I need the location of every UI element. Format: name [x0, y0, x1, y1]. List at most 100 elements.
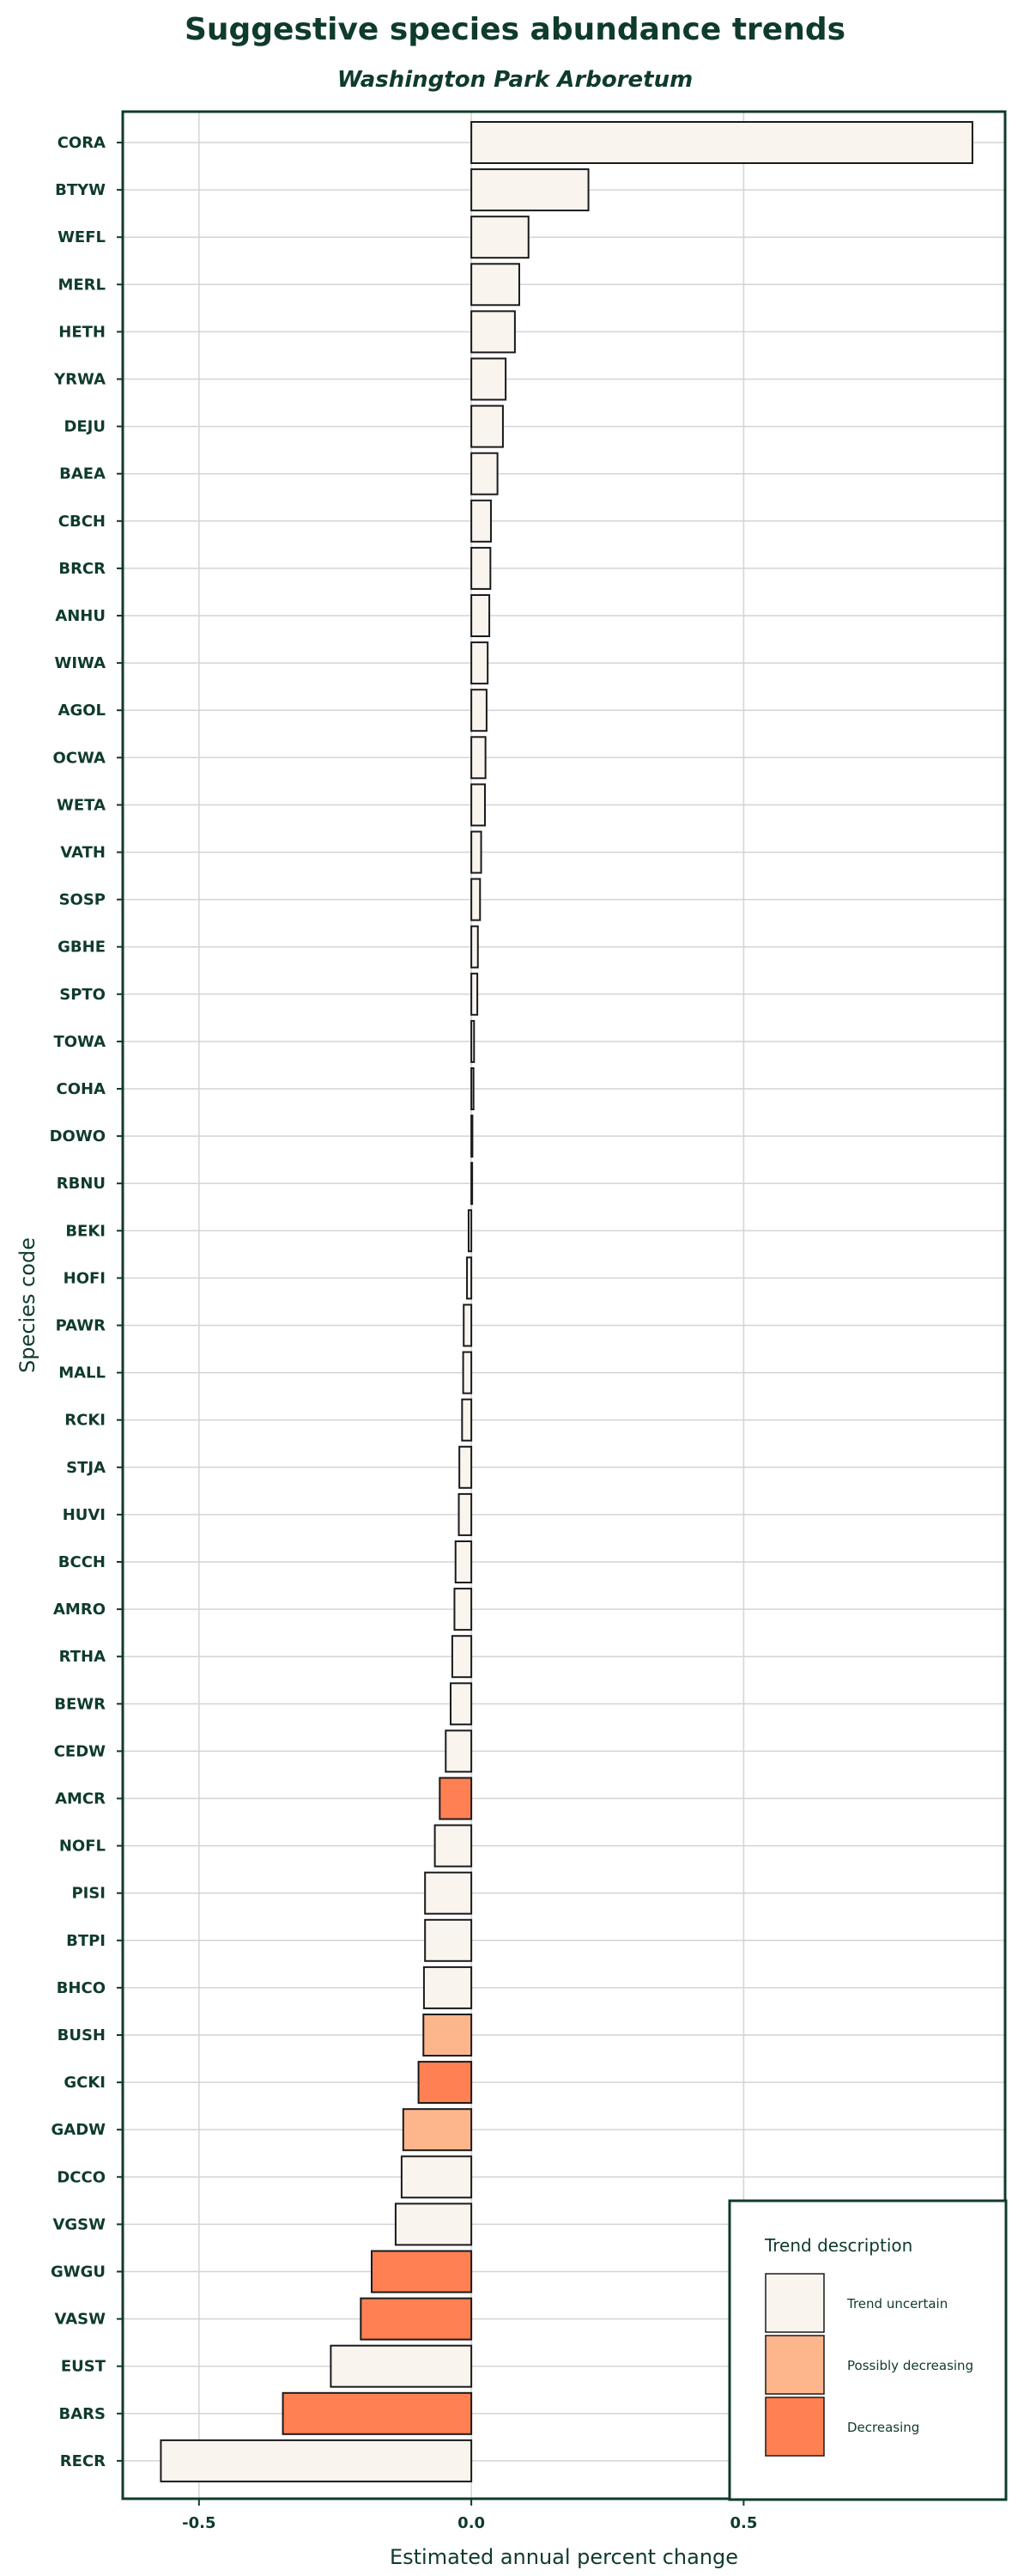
y-tick-label: PISI	[71, 1885, 106, 1903]
y-tick-label: BHCO	[57, 1979, 106, 1997]
y-tick-label: HUVI	[63, 1506, 106, 1524]
bar-yrwa	[470, 357, 507, 401]
bar-cora	[470, 121, 973, 164]
bar-ocwa	[470, 736, 487, 780]
legend-label-possibly-decreasing: Possibly decreasing	[847, 2358, 973, 2373]
legend-title: Trend description	[764, 2235, 912, 2256]
bar-recr	[160, 2439, 473, 2482]
bar-vasw	[360, 2297, 473, 2341]
bar-hofi	[466, 1256, 473, 1300]
y-tick-label: HETH	[58, 323, 106, 341]
y-tick-label: BUSH	[58, 2026, 106, 2044]
bar-btyw	[470, 168, 590, 212]
y-tick-label: HOFI	[64, 1269, 106, 1287]
bar-brcr	[470, 546, 492, 590]
bar-bhco	[422, 1965, 473, 2009]
bar-spto	[470, 972, 479, 1016]
y-tick-label: VGSW	[52, 2215, 106, 2233]
y-tick-label: COHA	[56, 1080, 106, 1098]
y-tick-label: NOFL	[59, 1838, 106, 1856]
bar-amro	[453, 1588, 473, 1631]
bar-sosp	[470, 878, 482, 921]
bar-gadw	[402, 2108, 473, 2152]
y-axis-title: Species code	[15, 1237, 39, 1373]
x-axis-title: Estimated annual percent change	[390, 2545, 738, 2569]
bar-dowo	[470, 1115, 474, 1158]
bar-btpi	[424, 1918, 473, 1962]
y-tick-label: ANHU	[55, 607, 106, 625]
y-tick-label: BTYW	[55, 181, 106, 199]
legend-swatch-uncertain	[765, 2273, 825, 2333]
bar-huvi	[457, 1492, 473, 1536]
y-tick-label: EUST	[61, 2358, 106, 2376]
bar-coha	[470, 1067, 475, 1110]
bar-bars	[282, 2391, 473, 2435]
bar-wiwa	[470, 641, 489, 685]
bar-vgsw	[394, 2202, 473, 2246]
bar-rtha	[451, 1635, 473, 1679]
bar-cedw	[445, 1729, 473, 1773]
y-tick-label: PAWR	[56, 1317, 106, 1335]
y-tick-label: WIWA	[54, 654, 106, 672]
x-tick-label: 0.0	[457, 2514, 485, 2532]
bar-rcki	[461, 1398, 473, 1442]
y-tick-label: RECR	[60, 2452, 106, 2470]
legend-label-decreasing: Decreasing	[847, 2420, 919, 2435]
y-tick-label: DOWO	[50, 1127, 106, 1145]
y-tick-label: AMCR	[55, 1790, 106, 1808]
y-tick-labels: CORA BTYW WEFL MERL HETH YRWA DEJU BAEA CBCH BRCR…	[50, 134, 123, 2470]
legend-swatch-possibly-decreasing	[765, 2335, 825, 2395]
chart-subtitle: Washington Park Arboretum	[336, 67, 694, 93]
y-tick-label: VATH	[60, 844, 106, 862]
bar-stja	[458, 1445, 473, 1489]
x-ticks: -0.5 0.0 0.5	[182, 2499, 757, 2532]
y-tick-label: GWGU	[51, 2263, 106, 2281]
y-tick-label: CEDW	[54, 1742, 106, 1760]
bar-cbch	[470, 499, 492, 543]
y-tick-label: WETA	[57, 796, 106, 814]
bar-bush	[422, 2014, 473, 2057]
grid-lines	[123, 112, 1005, 2499]
y-tick-label: DEJU	[64, 418, 106, 436]
y-tick-label: SPTO	[59, 986, 106, 1004]
bar-dcco	[400, 2155, 473, 2199]
bar-deju	[470, 404, 504, 448]
bar-beki	[467, 1209, 473, 1253]
y-tick-label: CBCH	[58, 513, 106, 531]
y-tick-label: OCWA	[53, 749, 106, 767]
legend-label-uncertain: Trend uncertain	[846, 2296, 948, 2312]
bar-vath	[470, 830, 482, 874]
bar-amcr	[439, 1777, 473, 1820]
y-tick-label: AGOL	[58, 702, 106, 720]
y-tick-label: GADW	[51, 2121, 106, 2139]
y-tick-label: GBHE	[58, 939, 106, 957]
y-tick-label: RBNU	[57, 1175, 106, 1193]
x-tick-label: -0.5	[182, 2514, 215, 2532]
y-tick-label: MERL	[58, 276, 106, 294]
y-tick-label: BAEA	[59, 465, 106, 483]
y-tick-label: YRWA	[53, 371, 106, 389]
bar-baea	[470, 452, 499, 495]
bar-pisi	[424, 1871, 473, 1915]
bar-mall	[462, 1351, 473, 1394]
bar-agol	[470, 689, 488, 732]
y-tick-label: CORA	[58, 134, 106, 152]
bar-merl	[470, 263, 520, 307]
y-tick-label: WEFL	[58, 228, 106, 246]
bar-heth	[470, 310, 516, 354]
y-tick-label: SOSP	[59, 891, 106, 909]
y-tick-label: VASW	[55, 2311, 106, 2329]
bar-towa	[470, 1019, 476, 1063]
y-tick-label: GCKI	[64, 2074, 106, 2092]
bar-wefl	[470, 216, 530, 259]
y-tick-label: RTHA	[59, 1648, 106, 1666]
bar-bewr	[450, 1682, 473, 1726]
y-tick-label: BCCH	[58, 1553, 106, 1571]
y-tick-label: BRCR	[58, 560, 106, 578]
bar-anhu	[470, 594, 491, 637]
y-tick-label: BEWR	[54, 1695, 106, 1713]
y-tick-label: BARS	[59, 2405, 106, 2423]
bar-gcki	[417, 2061, 473, 2105]
chart-title: Suggestive species abundance trends	[184, 12, 846, 47]
